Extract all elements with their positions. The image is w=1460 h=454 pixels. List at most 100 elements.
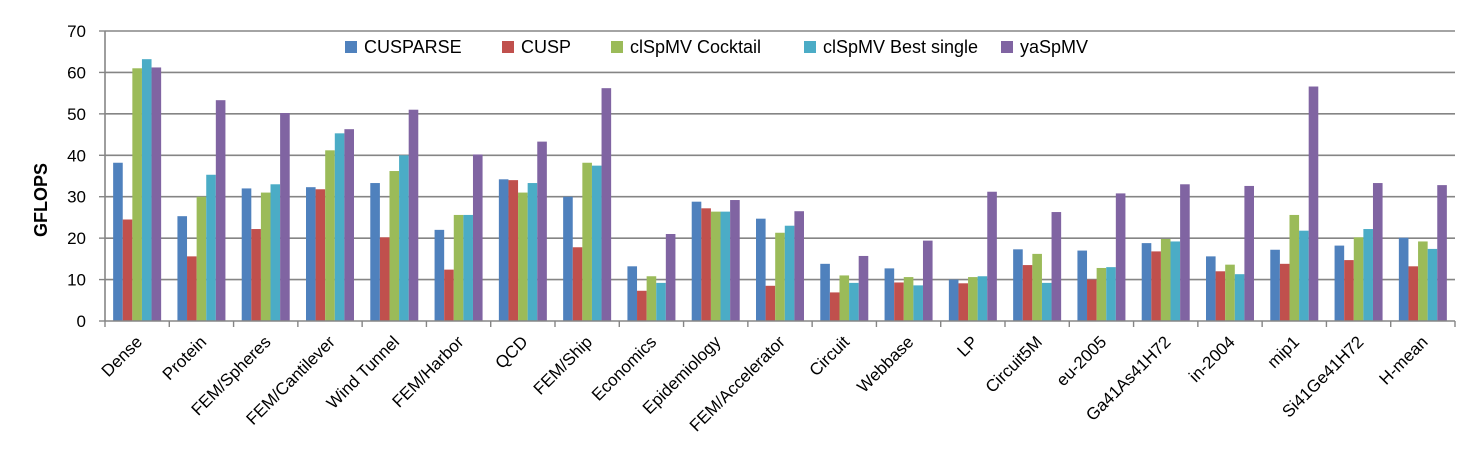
bar xyxy=(370,183,380,321)
bar xyxy=(894,282,904,321)
x-category-label: QCD xyxy=(492,332,532,372)
y-tick-labels: 0 10 20 30 40 50 60 70 xyxy=(67,22,86,331)
legend-swatch xyxy=(502,41,514,53)
bar xyxy=(315,189,326,321)
bar xyxy=(1437,185,1447,321)
bar xyxy=(472,154,483,321)
x-category-label: Circuit5M xyxy=(982,332,1046,396)
x-category-label: H-mean xyxy=(1375,332,1431,388)
bar xyxy=(187,256,197,321)
bar xyxy=(1408,266,1419,321)
x-category-label: mip1 xyxy=(1264,332,1303,371)
x-category-labels: Dense ProteinFEM/SpheresFEM/CantileverWin… xyxy=(98,332,1432,435)
bar xyxy=(453,214,464,321)
bar xyxy=(1013,249,1023,321)
legend-label: yaSpMV xyxy=(1020,37,1088,57)
bar xyxy=(665,234,676,321)
legend-swatch xyxy=(611,41,623,53)
legend-swatch xyxy=(345,41,357,53)
bar xyxy=(1244,185,1254,321)
bar xyxy=(1170,241,1181,321)
legend: CUSPARSE CUSP clSpMV Cocktail clSpMV Best s… xyxy=(345,37,1088,57)
bar xyxy=(563,196,573,321)
bar xyxy=(591,165,602,321)
bar xyxy=(325,150,335,321)
y-tick-label: 50 xyxy=(67,105,86,124)
bar xyxy=(1141,243,1152,321)
bar xyxy=(508,180,519,321)
bar xyxy=(1234,274,1245,321)
bar xyxy=(913,285,923,321)
bar xyxy=(903,277,914,321)
bar xyxy=(582,162,592,321)
bar xyxy=(1270,249,1280,321)
y-tick-label: 0 xyxy=(77,312,86,331)
legend-swatch xyxy=(804,41,816,53)
y-tick-label: 70 xyxy=(67,22,86,41)
bar xyxy=(922,240,933,321)
x-category-label: in-2004 xyxy=(1185,332,1239,386)
bar xyxy=(691,201,702,321)
bar xyxy=(1418,241,1428,321)
bar xyxy=(1115,193,1126,321)
bar xyxy=(794,211,804,321)
x-category-label: Dense xyxy=(98,332,146,380)
bar xyxy=(968,277,978,321)
y-axis-label: GFLOPS xyxy=(31,163,51,237)
bar xyxy=(1215,271,1226,321)
bar xyxy=(1051,212,1062,321)
bar xyxy=(720,211,731,321)
bar xyxy=(1087,279,1097,321)
bar xyxy=(260,192,271,321)
legend-swatch xyxy=(1001,41,1013,53)
bar xyxy=(730,200,740,321)
bar xyxy=(206,174,216,321)
bar xyxy=(627,266,638,321)
bar xyxy=(1299,230,1309,321)
bar xyxy=(839,275,850,321)
bar xyxy=(1106,267,1116,321)
bar xyxy=(601,88,612,322)
bar xyxy=(637,290,647,321)
bar xyxy=(656,282,666,321)
bar xyxy=(1353,237,1364,321)
bar xyxy=(334,133,345,321)
x-category-label: LP xyxy=(954,332,982,360)
bar xyxy=(379,237,390,321)
bar xyxy=(306,187,316,321)
bar xyxy=(537,141,547,321)
bar xyxy=(151,67,162,321)
bar xyxy=(1398,237,1409,321)
bar xyxy=(820,263,830,321)
bar xyxy=(775,232,785,321)
bar xyxy=(784,225,795,321)
x-category-label: Circuit xyxy=(806,332,854,380)
bar xyxy=(215,100,226,321)
legend-label: CUSPARSE xyxy=(364,37,462,57)
y-tick-label: 30 xyxy=(67,188,86,207)
bar xyxy=(1279,263,1290,321)
bar xyxy=(463,214,473,321)
bar xyxy=(1180,184,1190,321)
bar xyxy=(498,179,509,321)
legend-label: CUSP xyxy=(521,37,571,57)
bar xyxy=(518,192,528,321)
bar xyxy=(987,191,997,321)
x-category-label: Webbase xyxy=(853,332,917,396)
bar xyxy=(527,183,538,321)
bar xyxy=(1289,214,1300,321)
bar xyxy=(1160,238,1171,321)
bar xyxy=(434,229,445,321)
y-tick-label: 20 xyxy=(67,229,86,248)
bar xyxy=(1427,248,1438,321)
y-tick-label: 40 xyxy=(67,146,86,165)
bar xyxy=(270,184,281,321)
bar xyxy=(1151,251,1161,321)
x-category-label: Protein xyxy=(159,332,211,384)
y-tick-label: 60 xyxy=(67,63,86,82)
y-tick-label: 10 xyxy=(67,271,86,290)
bar xyxy=(858,255,869,321)
bar xyxy=(829,292,840,321)
legend-label: clSpMV Cocktail xyxy=(630,37,761,57)
bar xyxy=(958,283,969,321)
